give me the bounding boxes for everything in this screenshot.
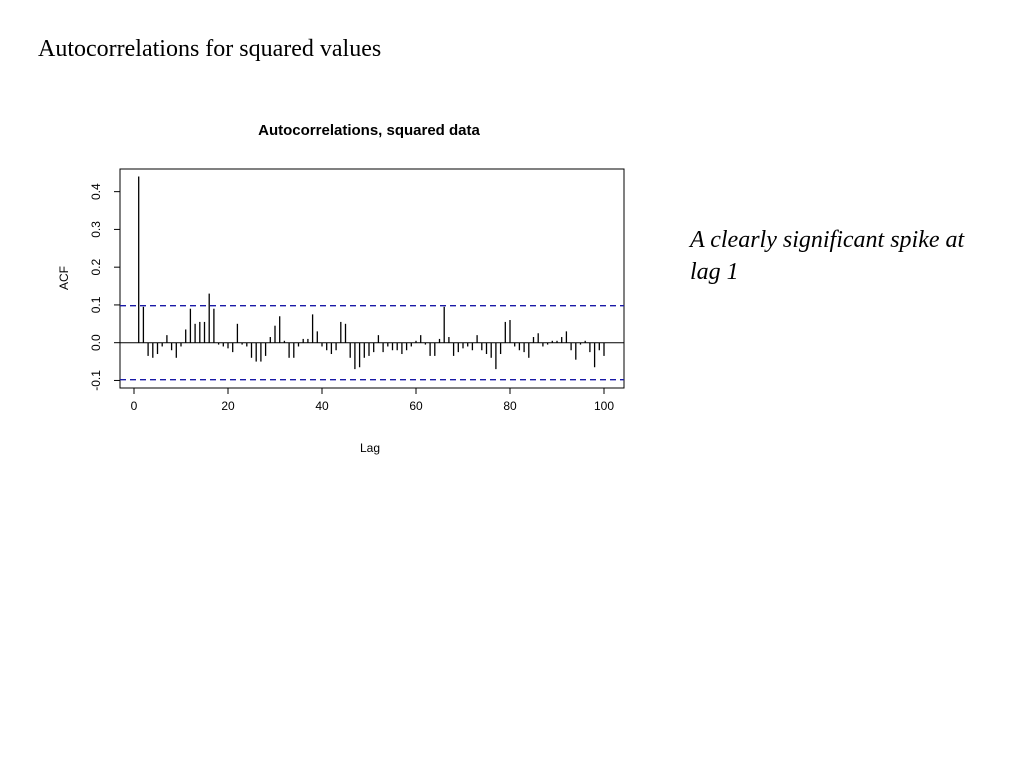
x-tick-label: 100 bbox=[594, 399, 614, 413]
x-axis: 0 20 40 60 80 100 bbox=[131, 387, 614, 413]
confidence-band bbox=[120, 305, 624, 381]
y-axis-label: ACF bbox=[57, 266, 71, 290]
x-axis-label: Lag bbox=[360, 441, 380, 455]
chart-title: Autocorrelations, squared data bbox=[258, 122, 480, 139]
y-tick-label: 0.3 bbox=[89, 221, 103, 238]
lag1-annotation: A clearly significant spike at lag 1 bbox=[690, 227, 965, 285]
y-tick-label: -0.1 bbox=[89, 370, 103, 391]
plot-frame bbox=[119, 168, 625, 389]
y-tick-label: 0.2 bbox=[89, 259, 103, 276]
acf-chart: Autocorrelations, squared data 0 20 40 60 80… bbox=[57, 122, 625, 455]
y-tick-label: 0.4 bbox=[89, 183, 103, 200]
x-tick-label: 20 bbox=[221, 399, 235, 413]
y-axis: -0.1 0.0 0.1 0.2 0.3 0.4 bbox=[89, 183, 120, 391]
y-tick-label: 0.0 bbox=[89, 334, 103, 351]
x-tick-label: 0 bbox=[131, 399, 138, 413]
x-tick-label: 80 bbox=[503, 399, 517, 413]
x-tick-label: 40 bbox=[315, 399, 329, 413]
y-tick-label: 0.1 bbox=[89, 296, 103, 313]
x-tick-label: 60 bbox=[409, 399, 423, 413]
acf-bars bbox=[120, 176, 624, 370]
slide-title: Autocorrelations for squared values bbox=[38, 36, 382, 62]
